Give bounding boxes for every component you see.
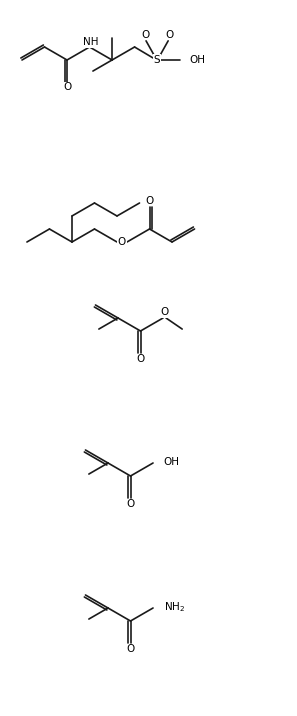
Text: O: O [146,196,154,206]
Text: O: O [127,644,135,654]
Text: OH: OH [163,457,179,467]
Text: O: O [127,499,135,509]
Text: O: O [160,307,168,317]
Text: NH$_2$: NH$_2$ [164,600,185,614]
Text: O: O [165,30,173,40]
Text: O: O [118,237,126,247]
Text: OH: OH [189,55,206,65]
Text: NH: NH [83,37,98,47]
Text: O: O [141,30,149,40]
Text: O: O [136,354,145,364]
Text: S: S [154,55,160,65]
Text: O: O [63,82,71,92]
